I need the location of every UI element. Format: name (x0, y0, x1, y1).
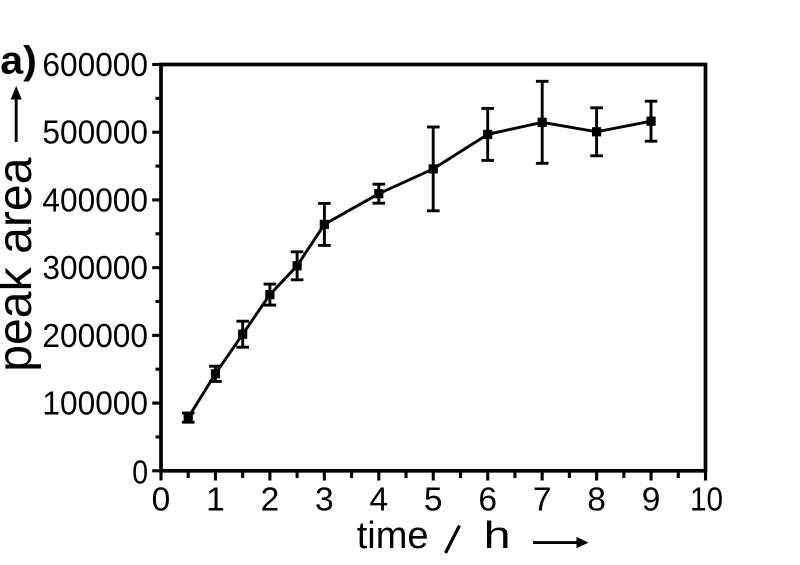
svg-text:300000: 300000 (42, 249, 148, 286)
svg-text:3: 3 (315, 482, 334, 519)
svg-text:peak area: peak area (0, 157, 42, 372)
svg-text:400000: 400000 (42, 181, 148, 218)
svg-text:200000: 200000 (42, 317, 148, 354)
svg-text:8: 8 (587, 482, 606, 519)
svg-text:2: 2 (261, 482, 280, 519)
svg-text:1: 1 (206, 482, 225, 519)
svg-text:0: 0 (152, 482, 171, 519)
svg-text:10: 10 (690, 482, 723, 519)
svg-text:4: 4 (369, 482, 388, 519)
svg-text:9: 9 (642, 482, 661, 519)
svg-text:5: 5 (424, 482, 443, 519)
svg-text:6: 6 (478, 482, 497, 519)
svg-text:500000: 500000 (42, 114, 148, 151)
svg-text:7: 7 (533, 482, 552, 519)
svg-text:100000: 100000 (42, 385, 148, 422)
svg-text:h: h (484, 515, 511, 557)
svg-text:time: time (357, 515, 429, 557)
svg-text:a): a) (0, 40, 37, 83)
svg-text:0: 0 (132, 454, 148, 491)
svg-text:600000: 600000 (42, 46, 148, 83)
